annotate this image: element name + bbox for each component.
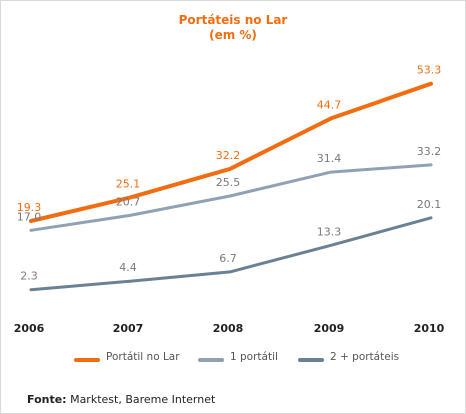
data-label-2-portateis-2010: 20.1 xyxy=(417,198,442,211)
data-label-portatil-no-lar-2010: 53.3 xyxy=(417,64,442,77)
data-label-1-portatil-2009: 31.4 xyxy=(317,152,342,165)
data-label-portatil-no-lar-2006: 19.3 xyxy=(17,201,42,214)
legend-swatch-1-portatil xyxy=(198,358,224,362)
data-label-1-portatil-2006: 17.0 xyxy=(17,210,42,223)
data-label-1-portatil-2010: 33.2 xyxy=(417,145,442,158)
data-label-1-portatil-2007: 20.7 xyxy=(116,195,141,208)
source-note: Fonte: Marktest, Bareme Internet xyxy=(27,393,215,406)
x-tick-label-2009: 2009 xyxy=(314,322,345,335)
series-line-1-portatil xyxy=(29,163,433,232)
data-label-2-portateis-2008: 6.7 xyxy=(219,252,237,265)
x-tick-label-2008: 2008 xyxy=(213,322,244,335)
data-label-portatil-no-lar-2007: 25.1 xyxy=(116,178,141,191)
chart-subtitle: (em %) xyxy=(209,28,257,42)
series-line-2-portateis xyxy=(29,216,433,292)
legend-label-portatil-no-lar: Portátil no Lar xyxy=(106,351,180,363)
data-label-2-portateis-2007: 4.4 xyxy=(119,261,137,274)
data-label-portatil-no-lar-2009: 44.7 xyxy=(317,98,342,111)
data-label-portatil-no-lar-2008: 32.2 xyxy=(216,149,241,162)
source-label: Fonte: xyxy=(27,393,67,406)
data-label-2-portateis-2006: 2.3 xyxy=(20,270,38,283)
x-tick-label-2006: 2006 xyxy=(14,322,45,335)
data-label-2-portateis-2009: 13.3 xyxy=(317,225,342,238)
x-tick-label-2010: 2010 xyxy=(414,322,445,335)
data-label-1-portatil-2008: 25.5 xyxy=(216,176,241,189)
legend-label-2-mais-portateis: 2 + portáteis xyxy=(330,351,400,363)
x-tick-label-2007: 2007 xyxy=(113,322,144,335)
legend-swatch-portatil-no-lar xyxy=(74,358,100,362)
series-line-portatil-no-lar xyxy=(29,81,433,223)
source-text: Marktest, Bareme Internet xyxy=(66,393,216,406)
chart-title: Portáteis no Lar xyxy=(178,13,288,27)
legend-label-1-portatil: 1 portátil xyxy=(230,351,278,363)
legend-swatch-2-mais-portateis xyxy=(298,358,324,362)
